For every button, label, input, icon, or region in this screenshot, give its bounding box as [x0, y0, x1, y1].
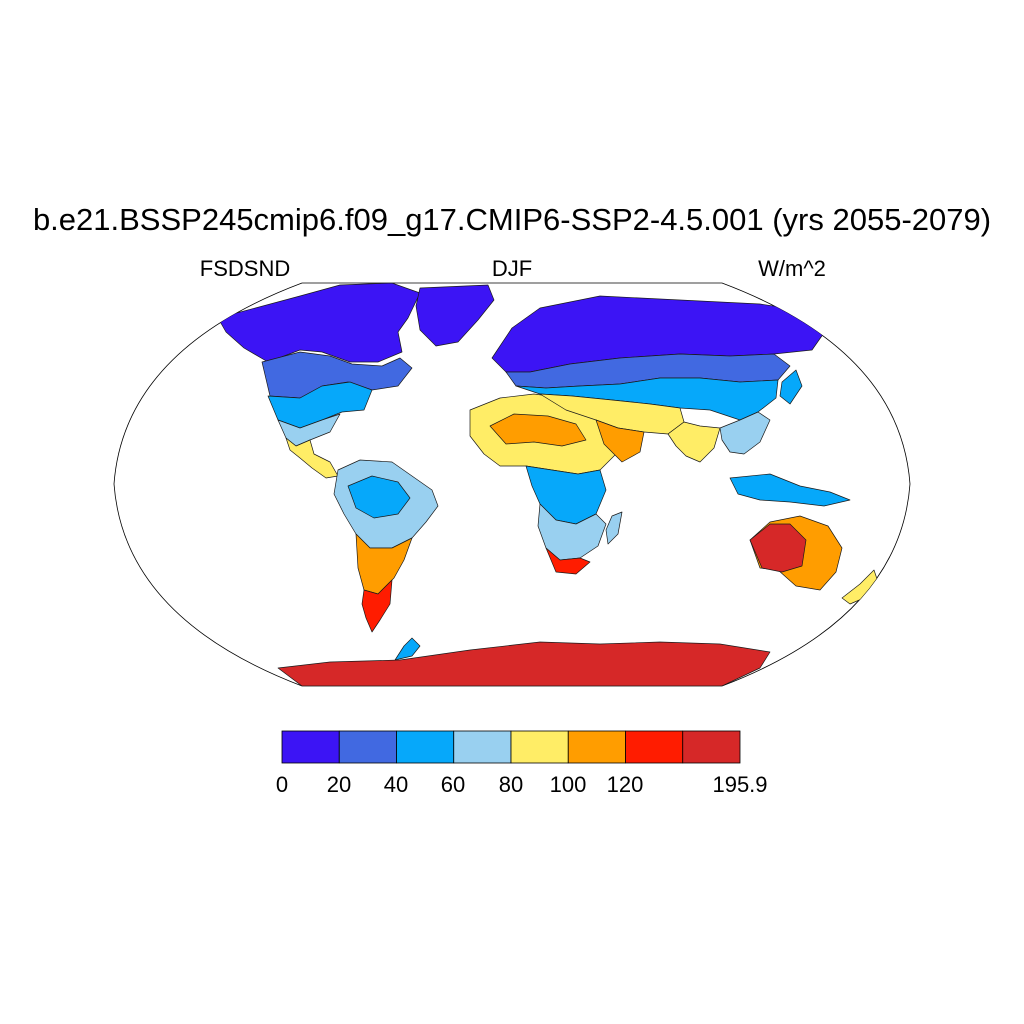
region-south-africa	[545, 547, 591, 575]
region-arctic-canada-greenland	[217, 283, 421, 363]
map-panel	[113, 282, 911, 687]
colorbar-swatch-20-40	[338, 730, 397, 764]
map-title: b.e21.BSSP245cmip6.f09_g17.CMIP6-SSP2-4.…	[33, 202, 991, 237]
region-madagascar	[605, 511, 623, 545]
region-south-america-south	[355, 533, 413, 595]
colorbar-swatch-100-120	[567, 730, 626, 764]
region-arctic-canada-greenland-2	[415, 284, 495, 347]
colorbar-tick-label: 120	[607, 772, 644, 797]
region-india	[667, 421, 721, 463]
region-southeast-asia	[719, 411, 771, 455]
colorbar-swatch-40-60	[396, 730, 455, 764]
region-australia-west	[749, 523, 807, 573]
region-indonesia	[729, 473, 851, 507]
region-patagonia	[361, 579, 393, 633]
colorbar-tick-label: 40	[384, 772, 408, 797]
region-amazon	[347, 475, 411, 519]
colorbar	[281, 730, 741, 764]
region-antarctica	[277, 641, 771, 686]
region-antarctic-peninsula	[394, 637, 421, 661]
colorbar-tick-label: 100	[550, 772, 587, 797]
colorbar-swatch-140-195.9	[682, 730, 741, 764]
region-sahara	[489, 413, 587, 447]
colorbar-tick-label: 0	[276, 772, 288, 797]
colorbar-swatch-120-140	[625, 730, 684, 764]
colorbar-tick-label: 60	[441, 772, 465, 797]
colorbar-swatch-0-20	[281, 730, 340, 764]
region-japan	[779, 369, 803, 405]
region-arabia	[595, 419, 645, 463]
colorbar-swatch-60-80	[453, 730, 512, 764]
region-africa-southeast	[537, 503, 607, 561]
units-label: W/m^2	[758, 256, 826, 281]
colorbar-tick-label: 20	[327, 772, 351, 797]
colorbar-labels: 0 20 40 60 80 100 120 195.9	[276, 772, 768, 797]
colorbar-tick-label: 195.9	[712, 772, 767, 797]
variable-label: FSDSND	[200, 256, 290, 281]
season-label: DJF	[492, 256, 532, 281]
colorbar-swatch-80-100	[510, 730, 569, 764]
colorbar-tick-label: 80	[499, 772, 523, 797]
